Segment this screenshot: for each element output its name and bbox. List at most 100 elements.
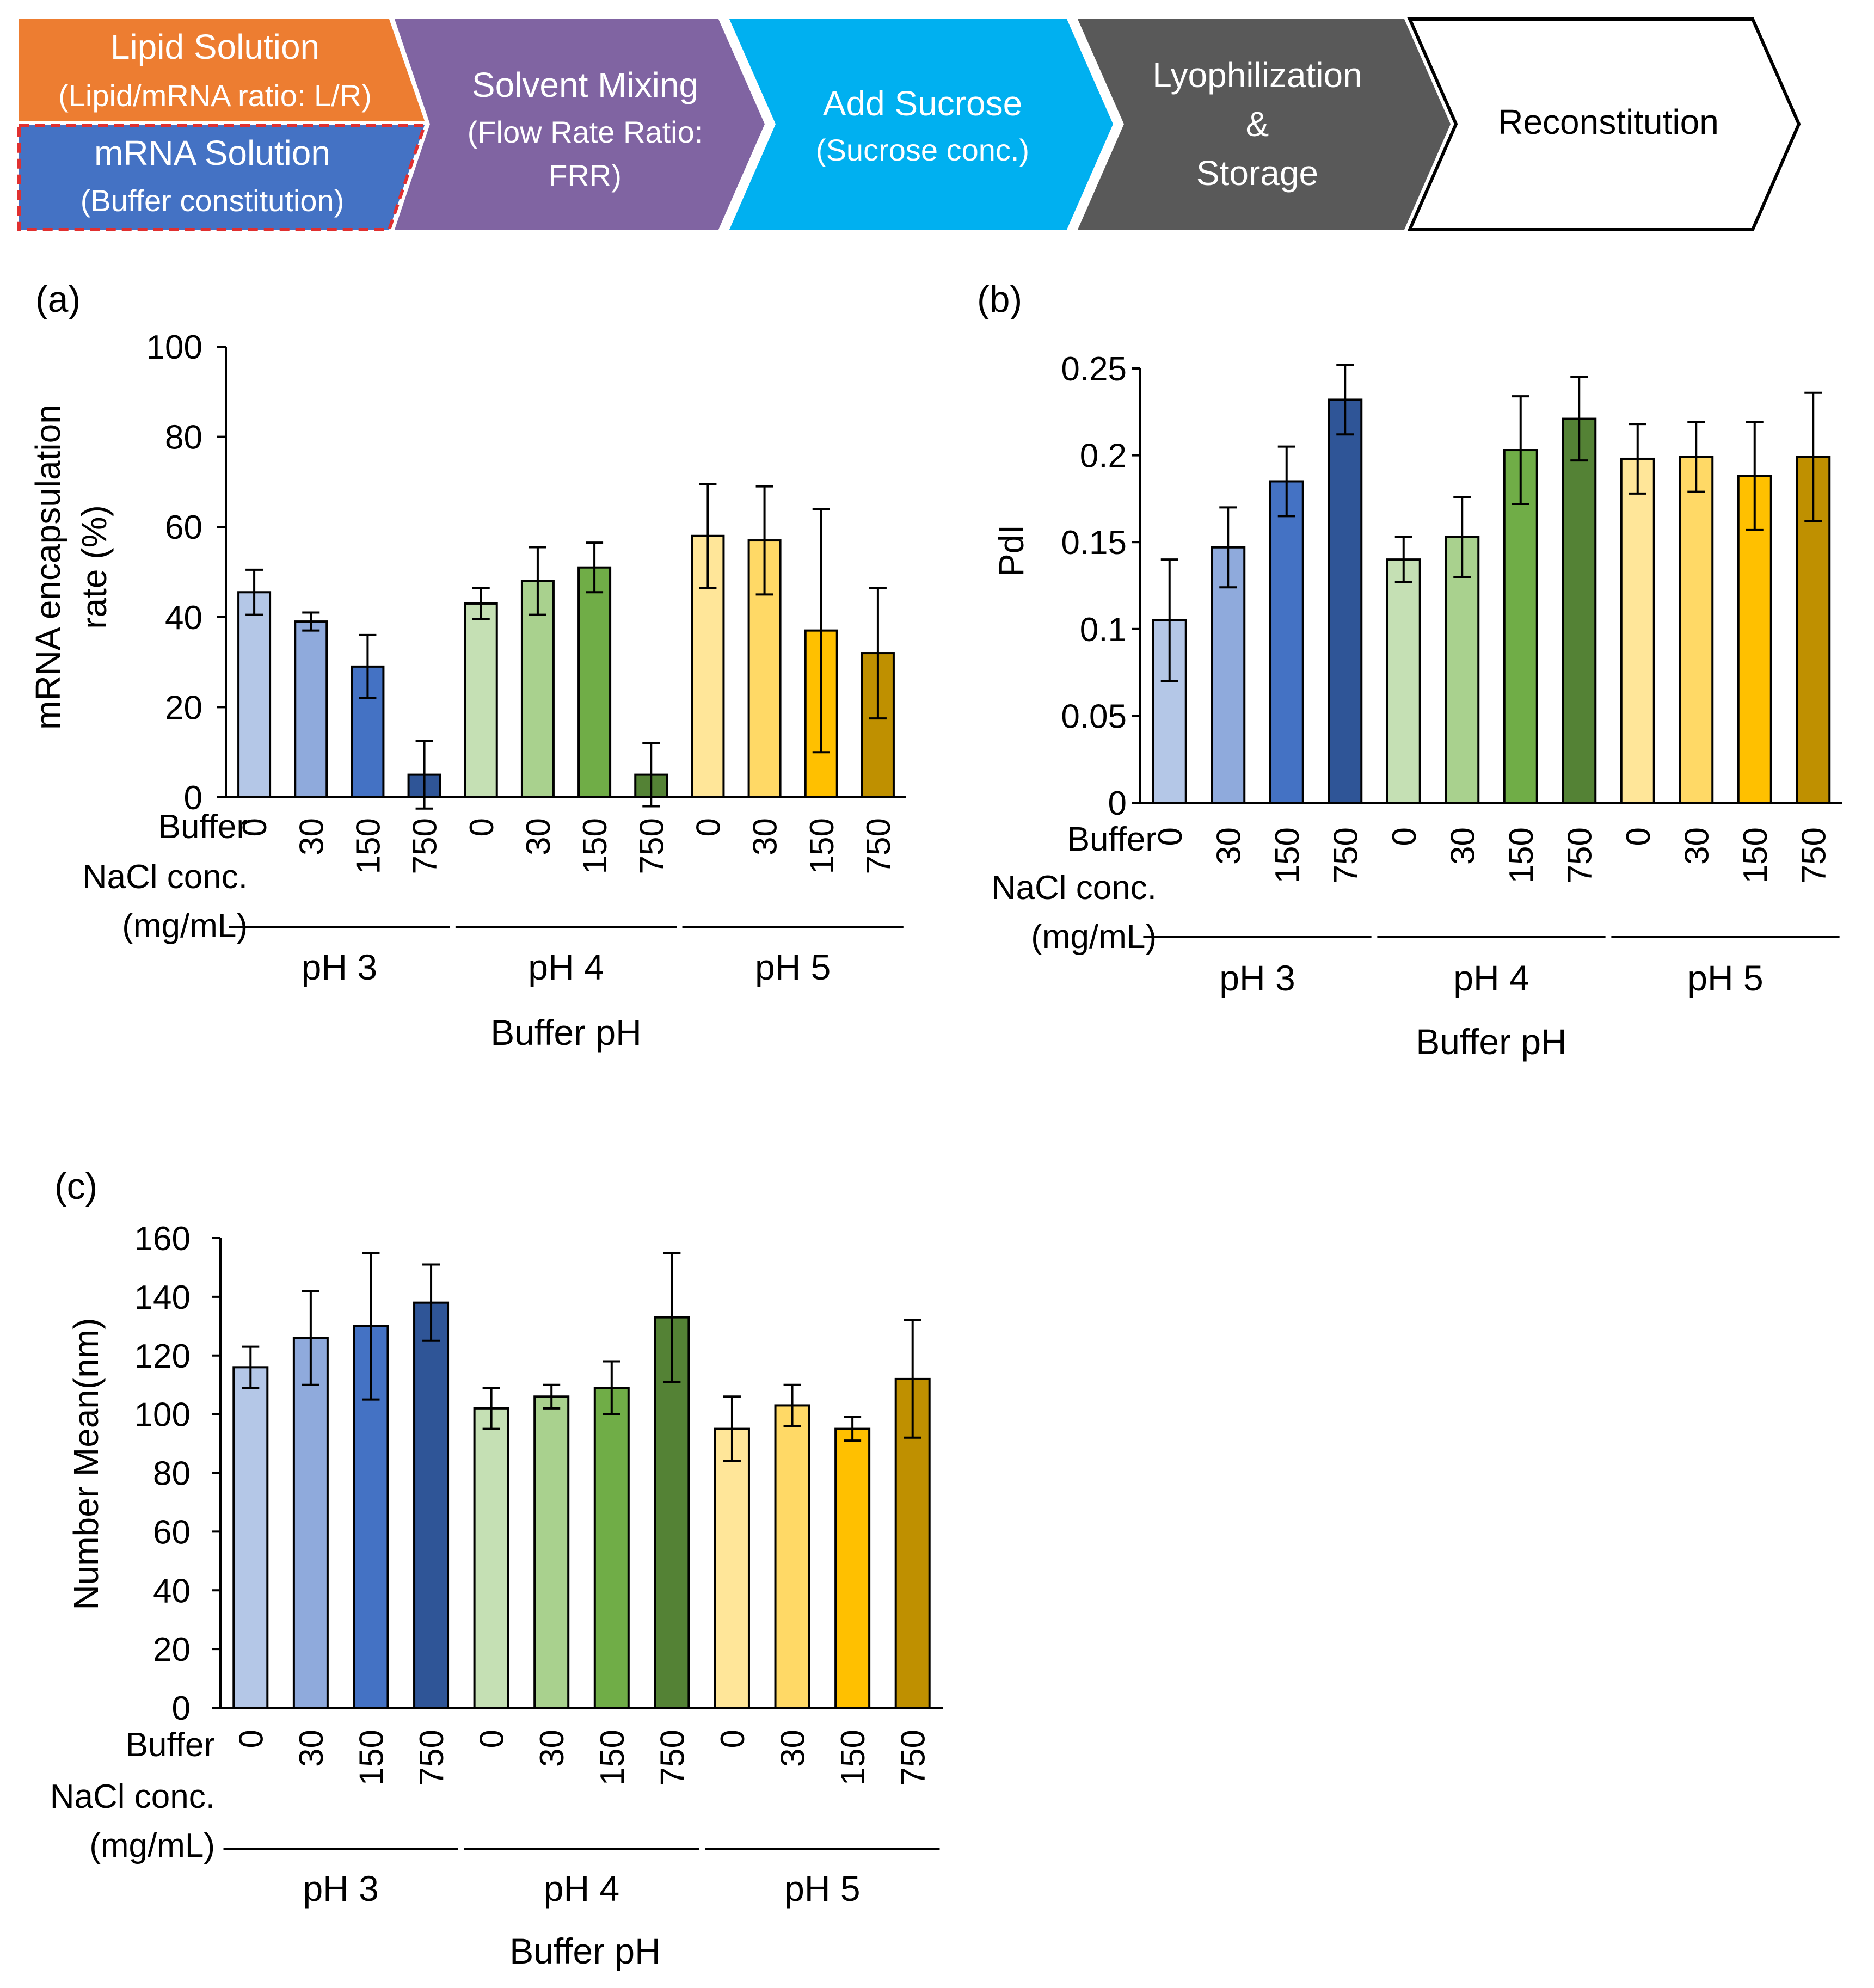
- y-tick-label: 40: [153, 1572, 191, 1610]
- solvent-mixing-title: Solvent Mixing: [472, 65, 698, 104]
- nacl-tick-label: 0: [1386, 827, 1423, 846]
- row-header-label: Buffer: [1067, 821, 1157, 858]
- panel-b-label: (b): [977, 279, 1022, 320]
- nacl-tick-label: 750: [860, 818, 898, 874]
- nacl-tick-label: 150: [594, 1730, 631, 1786]
- group-label: pH 4: [544, 1868, 619, 1909]
- panel-b-ylabel: PdI: [992, 525, 1031, 577]
- panel-a-ylabel-line1: mRNA encapsulation: [28, 404, 67, 730]
- y-tick-label: 0.1: [1080, 611, 1127, 649]
- flow-step-add-sucrose: [729, 19, 1113, 230]
- flow-step-lyophilization-storage: [1078, 19, 1451, 230]
- flow-step-lipid-solution: [19, 19, 425, 121]
- nacl-tick-label: 0: [474, 1730, 511, 1748]
- chart-panel-b: (b) PdI 0 0.05 0.1 0.15 0.2 0.25 0 30 150 750 0 30 1…: [977, 279, 1842, 1062]
- bar: [1386, 558, 1421, 804]
- nacl-tick-label: 150: [1737, 827, 1774, 883]
- nacl-tick-label: 0: [463, 818, 501, 836]
- bar: [1269, 480, 1304, 804]
- y-tick-label: 0.25: [1061, 350, 1127, 388]
- bar: [413, 1301, 450, 1709]
- y-tick-label: 100: [134, 1396, 191, 1434]
- add-sucrose-subtitle: (Sucrose conc.): [816, 133, 1029, 167]
- bar: [232, 1366, 269, 1709]
- nacl-tick-label: 0: [236, 818, 274, 836]
- bar: [292, 1337, 329, 1709]
- nacl-tick-label: 0: [232, 1730, 270, 1748]
- storage-title: Storage: [1196, 153, 1318, 193]
- row-header-label: Buffer: [158, 808, 248, 846]
- solvent-mixing-subtitle-2: FRR): [549, 158, 622, 193]
- mrna-solution-subtitle: (Buffer constitution): [81, 183, 345, 218]
- add-sucrose-title: Add Sucrose: [823, 84, 1022, 123]
- flow-step-mrna-solution: [17, 124, 427, 231]
- nacl-tick-label: 150: [834, 1730, 872, 1786]
- y-tick-label: 160: [134, 1220, 191, 1258]
- chart-panel-c: (c) Number Mean(nm) 0 20 40 60 80 100 120 140 16…: [50, 1166, 943, 1971]
- bar: [834, 1427, 871, 1709]
- y-tick-label: 0.15: [1061, 524, 1127, 562]
- x-axis-title: Buffer pH: [490, 1012, 642, 1053]
- nacl-tick-label: 30: [293, 818, 330, 855]
- row-header-label: NaCl conc.: [992, 869, 1157, 907]
- nacl-tick-label: 750: [1795, 827, 1833, 883]
- nacl-tick-label: 150: [576, 818, 614, 874]
- nacl-tick-label: 30: [533, 1730, 571, 1767]
- nacl-tick-label: 0: [1152, 827, 1189, 846]
- nacl-tick-label: 150: [1269, 827, 1306, 883]
- bar: [714, 1427, 750, 1709]
- bar: [237, 591, 272, 798]
- bar: [577, 566, 612, 798]
- solvent-mixing-subtitle-1: (Flow Rate Ratio:: [468, 115, 703, 149]
- bar: [520, 580, 555, 799]
- nacl-tick-label: 30: [775, 1730, 812, 1767]
- process-flow: Lipid Solution (Lipid/mRNA ratio: L/R) m…: [17, 17, 1801, 231]
- nacl-tick-label: 750: [407, 818, 444, 874]
- nacl-tick-label: 30: [747, 818, 784, 855]
- nacl-tick-label: 750: [654, 1730, 691, 1786]
- bar: [1679, 456, 1714, 804]
- bar: [774, 1404, 810, 1709]
- flow-step-solvent-mixing: [395, 19, 765, 230]
- y-tick-label: 60: [153, 1513, 191, 1551]
- panel-c-ylabel: Number Mean(nm): [66, 1318, 106, 1610]
- x-axis-title: Buffer pH: [1416, 1021, 1567, 1062]
- y-tick-label: 60: [165, 509, 202, 546]
- bar: [1620, 457, 1655, 804]
- y-tick-label: 80: [153, 1455, 191, 1493]
- panel-c-label: (c): [54, 1166, 97, 1207]
- lipid-solution-subtitle: (Lipid/mRNA ratio: L/R): [58, 78, 372, 113]
- group-label: pH 5: [755, 947, 831, 987]
- lyophilization-ampersand: &: [1246, 104, 1269, 144]
- y-tick-label: 80: [165, 419, 202, 457]
- nacl-tick-label: 750: [1561, 827, 1599, 883]
- group-label: pH 4: [1453, 958, 1529, 998]
- group-label: pH 3: [303, 1868, 378, 1909]
- nacl-tick-label: 0: [1620, 827, 1657, 846]
- nacl-tick-label: 750: [633, 818, 671, 874]
- group-label: pH 5: [1687, 958, 1763, 998]
- y-tick-label: 40: [165, 599, 202, 637]
- nacl-tick-label: 30: [520, 818, 557, 855]
- flow-step-reconstitution: [1407, 17, 1801, 231]
- y-tick-label: 0: [1108, 785, 1127, 822]
- reconstitution-title: Reconstitution: [1498, 102, 1719, 141]
- y-tick-label: 140: [134, 1279, 191, 1316]
- lipid-solution-title: Lipid Solution: [110, 27, 319, 66]
- nacl-tick-label: 150: [349, 818, 387, 874]
- nacl-tick-label: 0: [690, 818, 727, 836]
- y-tick-label: 0: [184, 779, 202, 817]
- nacl-tick-label: 750: [895, 1730, 932, 1786]
- row-header-label: NaCl conc.: [83, 858, 248, 896]
- y-tick-label: 100: [146, 329, 202, 366]
- y-tick-label: 20: [153, 1631, 191, 1669]
- nacl-tick-label: 0: [714, 1730, 752, 1748]
- group-label: pH 3: [302, 947, 377, 987]
- bar: [533, 1395, 570, 1709]
- bar: [464, 602, 498, 798]
- group-label: pH 3: [1219, 958, 1295, 998]
- bar: [473, 1407, 509, 1709]
- y-tick-label: 20: [165, 689, 202, 727]
- x-axis-title: Buffer pH: [509, 1931, 661, 1971]
